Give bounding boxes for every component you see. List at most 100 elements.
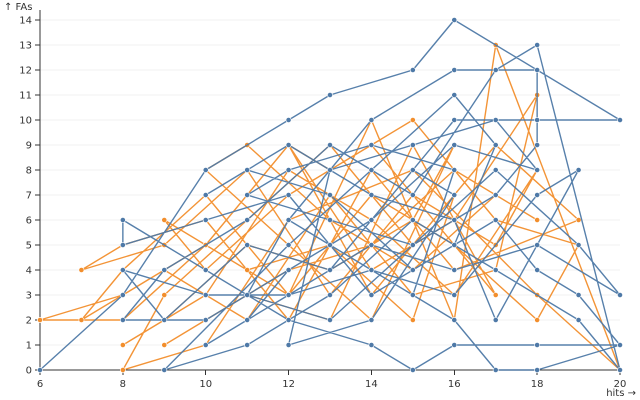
data-point — [78, 267, 85, 273]
y-tick-label: 12 — [19, 66, 32, 77]
y-tick-label: 6 — [26, 216, 32, 227]
data-point — [368, 117, 375, 123]
data-point — [534, 217, 541, 223]
series-group — [37, 17, 623, 373]
data-point — [327, 217, 333, 223]
data-point — [492, 267, 499, 273]
data-point — [451, 17, 458, 23]
data-point — [327, 192, 333, 198]
data-point — [202, 317, 209, 323]
x-tick-label: 12 — [282, 379, 295, 390]
data-point — [534, 267, 541, 273]
data-point — [617, 367, 623, 373]
data-point — [285, 117, 292, 123]
data-point — [368, 342, 375, 348]
data-point — [451, 242, 458, 248]
data-point — [368, 167, 375, 173]
data-point — [534, 342, 541, 348]
data-point — [285, 217, 292, 223]
data-point — [451, 292, 458, 298]
data-point — [617, 342, 623, 348]
data-point — [161, 317, 168, 323]
data-point — [161, 292, 168, 298]
data-point — [409, 142, 416, 148]
data-point — [327, 167, 333, 173]
data-point — [534, 42, 541, 48]
x-tick-label: 20 — [614, 379, 627, 390]
data-point — [119, 242, 126, 248]
data-point — [451, 142, 458, 148]
data-point — [161, 342, 168, 348]
data-point — [244, 267, 251, 273]
data-point — [534, 167, 541, 173]
y-tick-label: 10 — [19, 116, 32, 127]
data-point — [492, 192, 499, 198]
data-point — [492, 142, 499, 148]
data-point — [409, 292, 416, 298]
y-tick-label: 9 — [26, 141, 32, 152]
x-tick-label: 18 — [531, 379, 544, 390]
data-point — [327, 317, 333, 323]
y-axis-title: ↑ FAs — [4, 2, 32, 13]
data-point — [327, 142, 333, 148]
data-point — [534, 367, 541, 373]
series-layer — [37, 17, 623, 373]
data-point — [409, 117, 416, 123]
data-point — [119, 317, 126, 323]
data-point — [617, 292, 623, 298]
data-point — [368, 317, 375, 323]
data-point — [534, 142, 541, 148]
data-point — [202, 267, 209, 273]
data-point — [368, 217, 375, 223]
data-point — [451, 67, 458, 73]
data-point — [451, 217, 458, 223]
data-point — [244, 292, 251, 298]
data-point — [119, 367, 126, 373]
data-point — [368, 292, 375, 298]
data-point — [327, 292, 333, 298]
data-point — [202, 167, 209, 173]
data-point — [244, 167, 251, 173]
data-point — [575, 167, 582, 173]
y-tick-label: 14 — [19, 16, 32, 27]
data-point — [575, 217, 582, 223]
data-point — [492, 367, 499, 373]
data-point — [161, 267, 168, 273]
data-point — [285, 342, 292, 348]
data-point — [327, 267, 333, 273]
y-tick-label: 8 — [26, 166, 32, 177]
x-tick-label: 10 — [199, 379, 212, 390]
data-point — [534, 117, 541, 123]
data-point — [534, 192, 541, 198]
data-point — [409, 317, 416, 323]
data-point — [119, 342, 126, 348]
data-point — [534, 67, 541, 73]
data-point — [244, 342, 251, 348]
y-tick-label: 0 — [26, 366, 32, 377]
data-point — [202, 342, 209, 348]
data-point — [451, 117, 458, 123]
data-point — [575, 317, 582, 323]
data-point — [409, 267, 416, 273]
data-point — [368, 242, 375, 248]
data-point — [285, 242, 292, 248]
data-point — [492, 292, 499, 298]
data-point — [409, 192, 416, 198]
x-axis-title: hits → — [606, 388, 636, 399]
data-point — [575, 292, 582, 298]
y-tick-label: 3 — [26, 291, 32, 302]
data-point — [492, 317, 499, 323]
data-point — [368, 142, 375, 148]
data-point — [119, 267, 126, 273]
data-point — [409, 242, 416, 248]
data-point — [492, 167, 499, 173]
data-point — [451, 92, 458, 98]
data-point — [285, 192, 292, 198]
data-point — [202, 192, 209, 198]
data-point — [492, 117, 499, 123]
data-point — [37, 367, 43, 373]
x-tick-label: 8 — [120, 379, 126, 390]
data-point — [534, 317, 541, 323]
y-tick-label: 2 — [26, 316, 32, 327]
